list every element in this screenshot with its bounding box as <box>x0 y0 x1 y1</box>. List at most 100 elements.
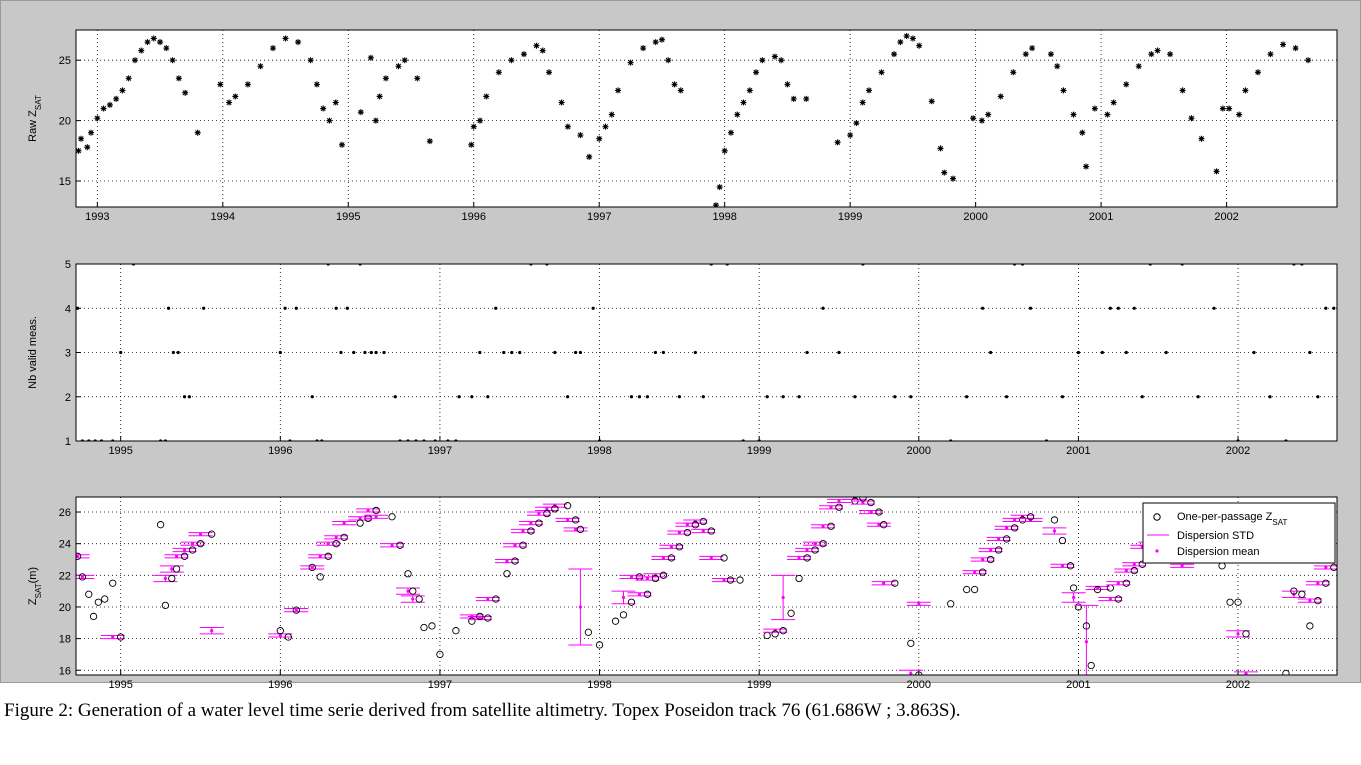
circle-marker <box>971 585 979 594</box>
circle-marker <box>503 570 511 578</box>
mean-marker <box>1244 671 1248 675</box>
star-marker <box>596 135 603 142</box>
circle-marker <box>76 552 82 560</box>
star-marker <box>564 123 571 130</box>
y-tick-label: 2 <box>65 392 71 404</box>
circle-marker <box>89 612 98 621</box>
star-marker <box>157 39 164 46</box>
x-tick-label: 1997 <box>428 445 452 457</box>
dot-marker <box>1316 395 1320 399</box>
circle-marker <box>1130 566 1138 575</box>
dot-marker <box>363 350 367 355</box>
star-marker <box>891 51 898 58</box>
star-marker <box>1254 69 1261 76</box>
circle-marker <box>611 617 620 625</box>
star-marker <box>771 53 778 60</box>
x-tick-label: 2001 <box>1066 679 1090 691</box>
star-marker <box>163 45 170 52</box>
dot-marker <box>494 306 498 310</box>
circle-marker <box>576 525 585 534</box>
circle-marker <box>332 540 340 548</box>
circle-marker <box>651 574 660 583</box>
star-marker <box>414 75 421 82</box>
star-marker <box>558 99 565 106</box>
star-marker <box>533 42 540 49</box>
dot-marker <box>797 395 801 399</box>
mean-marker <box>821 524 825 528</box>
dot-marker <box>393 395 397 399</box>
star-marker <box>997 93 1004 100</box>
star-marker <box>372 117 379 124</box>
dot-marker <box>510 350 514 355</box>
circle-marker <box>667 554 676 562</box>
x-tick-label: 2001 <box>1089 211 1113 223</box>
mean-marker <box>882 581 886 585</box>
mean-marker <box>669 545 673 549</box>
star-marker <box>1091 105 1098 112</box>
star-marker <box>1110 99 1117 106</box>
star-marker <box>778 57 785 64</box>
star-marker <box>1079 129 1086 136</box>
star-marker <box>1154 47 1161 54</box>
dot-marker <box>369 350 373 355</box>
mean-marker <box>486 597 490 601</box>
circle-marker <box>875 508 883 516</box>
star-marker <box>295 39 302 46</box>
x-tick-label: 1995 <box>108 445 132 457</box>
star-marker <box>339 141 346 148</box>
mean-marker <box>1004 526 1009 530</box>
star-marker <box>520 51 527 58</box>
circle-marker <box>1018 516 1027 524</box>
star-marker <box>853 120 860 127</box>
dot-marker <box>1116 306 1120 310</box>
mean-marker <box>685 523 689 527</box>
circle-marker <box>156 521 165 529</box>
dot-marker <box>1060 395 1065 399</box>
dot-marker <box>352 350 356 355</box>
circle-marker <box>1050 516 1059 524</box>
star-marker <box>125 75 132 82</box>
circle-marker <box>436 650 444 659</box>
dot-marker <box>470 395 474 399</box>
mean-marker <box>909 671 913 675</box>
circle-marker <box>963 585 971 594</box>
mean-marker <box>869 510 873 514</box>
dot-marker <box>1108 306 1112 310</box>
star-marker <box>909 35 916 42</box>
mean-marker <box>278 633 282 638</box>
legend-label: Dispersion mean <box>1177 546 1260 558</box>
circle-marker <box>415 595 423 603</box>
star-marker <box>627 59 634 66</box>
star-marker <box>313 81 320 88</box>
circle-marker <box>196 540 205 548</box>
x-tick-label: 1995 <box>108 679 132 691</box>
mean-marker <box>629 575 634 579</box>
circle-marker <box>1082 622 1091 630</box>
panel: 1993 1994 1995 1996 1997 1998 1999 2000 2001 2002… <box>59 29 1338 223</box>
star-marker <box>1179 87 1186 94</box>
circle-marker <box>726 576 735 584</box>
dot-marker <box>334 306 338 310</box>
star-marker <box>226 99 233 106</box>
circle-marker <box>316 573 324 581</box>
circle-marker <box>771 630 779 638</box>
dot-marker <box>1028 306 1033 310</box>
star-marker <box>985 111 992 118</box>
y-axis-label: ZSAT(m) <box>27 567 43 605</box>
mean-marker <box>1108 597 1112 601</box>
mean-marker <box>722 578 726 582</box>
circle-marker <box>643 590 652 598</box>
star-marker <box>131 57 138 64</box>
circle-marker <box>1026 513 1035 521</box>
star-marker <box>615 87 622 94</box>
circle-marker <box>1322 579 1330 587</box>
plot-area <box>76 30 1337 207</box>
star-marker <box>950 175 957 182</box>
mean-marker <box>781 595 785 600</box>
dot-marker <box>637 395 642 399</box>
mean-marker <box>1052 529 1057 533</box>
circle-marker <box>1290 587 1298 595</box>
star-marker <box>753 69 760 76</box>
dot-marker <box>1132 306 1136 310</box>
